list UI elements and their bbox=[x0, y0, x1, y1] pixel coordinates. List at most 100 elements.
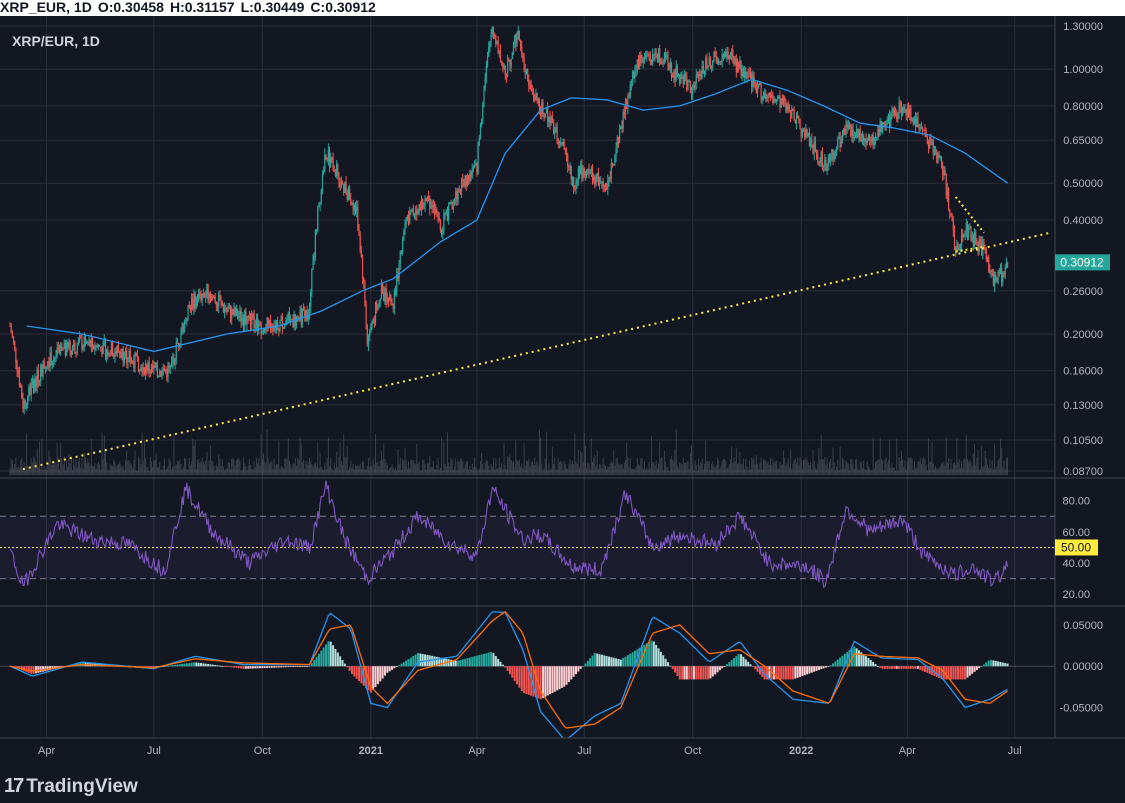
volume-bar bbox=[626, 442, 628, 475]
volume-bar bbox=[252, 469, 254, 475]
candle-body bbox=[449, 202, 451, 205]
volume-bar bbox=[990, 467, 992, 475]
macd-histogram-bar bbox=[440, 657, 443, 667]
macd-histogram-bar bbox=[824, 666, 827, 668]
candle-body bbox=[209, 293, 212, 302]
volume-bar bbox=[972, 453, 974, 475]
candle-body bbox=[80, 337, 82, 339]
price-tick-label: 0.26000 bbox=[1063, 286, 1103, 298]
candle-body bbox=[341, 182, 344, 184]
volume-bar bbox=[779, 461, 781, 475]
candle-body bbox=[521, 46, 523, 54]
tradingview-logo[interactable]: 17 TradingView bbox=[4, 775, 138, 798]
volume-bar bbox=[233, 459, 235, 475]
macd-histogram-bar bbox=[388, 666, 391, 672]
macd-histogram-bar bbox=[412, 656, 415, 667]
candle-body bbox=[782, 97, 785, 104]
volume-bar bbox=[641, 458, 643, 475]
volume-bar bbox=[53, 463, 55, 475]
volume-bar bbox=[816, 469, 818, 475]
macd-histogram-bar bbox=[1004, 663, 1007, 667]
volume-bar bbox=[336, 451, 338, 475]
macd-histogram-bar bbox=[688, 666, 691, 680]
volume-bar bbox=[30, 458, 32, 475]
macd-histogram-bar bbox=[992, 660, 995, 667]
macd-histogram-bar bbox=[574, 666, 577, 675]
volume-bar bbox=[187, 469, 189, 475]
macd-histogram-bar bbox=[676, 666, 679, 676]
candle-body bbox=[236, 308, 239, 318]
candle-body bbox=[16, 362, 18, 371]
candle-body bbox=[473, 164, 476, 168]
macd-histogram-bar bbox=[820, 666, 823, 670]
candle-body bbox=[891, 112, 893, 117]
chart-area[interactable]: 1.30000 1.00000 0.80000 0.65000 0.50000 0.400… bbox=[0, 16, 1125, 770]
volume-bar bbox=[482, 464, 484, 475]
volume-bar bbox=[194, 440, 196, 475]
volume-bar bbox=[801, 468, 803, 475]
volume-bar bbox=[648, 461, 650, 475]
candle-body bbox=[990, 270, 992, 272]
candle-body bbox=[425, 198, 427, 201]
candle-body bbox=[815, 151, 818, 155]
macd-histogram-bar bbox=[865, 656, 868, 667]
candle-body bbox=[119, 352, 121, 354]
high-value: H:0.31157 bbox=[169, 0, 235, 15]
candle-body bbox=[187, 305, 189, 319]
macd-histogram-bar bbox=[58, 666, 61, 668]
macd-histogram-bar bbox=[343, 663, 346, 667]
candle-body bbox=[313, 256, 315, 260]
volume-bar bbox=[790, 449, 792, 475]
candle-body bbox=[937, 155, 939, 163]
volume-bar bbox=[324, 463, 326, 475]
candle-body bbox=[310, 292, 312, 307]
candle-body bbox=[733, 59, 735, 64]
candle-body bbox=[571, 176, 574, 181]
candle-body bbox=[878, 129, 880, 136]
volume-bar bbox=[40, 468, 42, 475]
candle-body bbox=[793, 109, 795, 120]
candle-body bbox=[451, 202, 453, 209]
volume-bar bbox=[713, 466, 715, 475]
candle-body bbox=[114, 351, 116, 357]
candle-body bbox=[991, 270, 993, 273]
chart-svg[interactable]: 1.300001.000000.800000.650000.500000.400… bbox=[0, 16, 1125, 770]
macd-histogram-bar bbox=[492, 653, 495, 667]
candle-body bbox=[578, 168, 581, 173]
volume-bar bbox=[709, 470, 711, 475]
candle-body bbox=[417, 212, 419, 215]
candle-body bbox=[988, 257, 990, 271]
candle-body bbox=[78, 337, 81, 341]
candle-body bbox=[344, 182, 346, 194]
candle-body bbox=[685, 74, 687, 77]
candle-body bbox=[654, 52, 656, 56]
time-tick-label: Apr bbox=[468, 745, 485, 757]
candle-body bbox=[710, 66, 713, 68]
candle-body bbox=[965, 223, 967, 232]
macd-histogram-bar bbox=[258, 666, 261, 669]
macd-histogram-bar bbox=[626, 655, 629, 667]
macd-histogram-bar bbox=[570, 666, 573, 680]
macd-histogram-bar bbox=[737, 654, 740, 667]
price-tick-label: 1.30000 bbox=[1063, 21, 1103, 33]
macd-histogram-bar bbox=[520, 666, 523, 691]
macd-histogram-bar bbox=[605, 655, 608, 667]
volume-bar bbox=[834, 469, 836, 475]
volume-bar bbox=[860, 462, 862, 475]
candle-body bbox=[924, 130, 926, 134]
candle-body bbox=[854, 134, 857, 137]
volume-bar bbox=[28, 467, 30, 475]
candle-body bbox=[409, 211, 411, 224]
candle-body bbox=[356, 206, 358, 212]
candle-body bbox=[74, 342, 76, 353]
macd-histogram-bar bbox=[659, 651, 662, 667]
candle-body bbox=[265, 328, 267, 330]
volume-bar bbox=[558, 462, 560, 475]
volume-bar bbox=[591, 461, 593, 475]
volume-bar bbox=[352, 463, 354, 475]
candle-body bbox=[448, 204, 450, 221]
volume-bar bbox=[937, 468, 939, 475]
candle-body bbox=[971, 234, 973, 241]
candle-body bbox=[708, 57, 710, 66]
macd-histogram-bar bbox=[763, 666, 766, 680]
